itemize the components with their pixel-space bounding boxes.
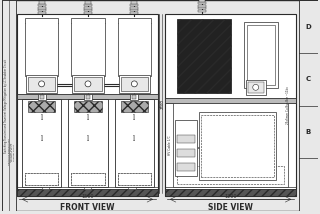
Bar <box>71 18 105 76</box>
Bar <box>177 166 284 184</box>
Bar <box>117 18 151 76</box>
Bar <box>198 5 206 7</box>
Bar <box>38 12 45 14</box>
Bar <box>177 163 195 171</box>
Bar <box>130 9 138 11</box>
Text: ←: ← <box>188 143 191 147</box>
Bar <box>42 184 50 189</box>
Bar <box>198 10 206 12</box>
Bar <box>117 173 151 184</box>
Text: 2500: 2500 <box>161 99 165 108</box>
Bar <box>246 80 266 95</box>
Bar <box>177 135 195 143</box>
Bar <box>25 173 58 184</box>
Bar <box>68 99 108 187</box>
Bar <box>72 75 104 93</box>
Bar <box>299 0 318 211</box>
Bar <box>130 4 138 6</box>
Bar <box>71 173 105 184</box>
Bar <box>26 75 57 93</box>
Text: l: l <box>133 114 135 122</box>
Bar <box>244 22 278 88</box>
Text: SIDE VIEW: SIDE VIEW <box>208 203 253 212</box>
Circle shape <box>39 81 44 87</box>
Bar <box>85 1 91 4</box>
Bar <box>74 101 102 113</box>
Bar <box>22 99 61 187</box>
Bar <box>175 120 196 176</box>
Bar <box>84 7 92 9</box>
Bar <box>84 94 92 100</box>
Text: 1500: 1500 <box>81 194 94 199</box>
Bar <box>165 98 296 103</box>
Bar <box>199 0 205 2</box>
Bar <box>17 14 158 196</box>
Bar <box>28 77 55 91</box>
Bar <box>130 7 138 9</box>
Bar <box>247 25 276 85</box>
Text: C: C <box>306 76 311 82</box>
Bar <box>39 1 44 4</box>
Bar <box>177 149 195 157</box>
Text: 25x5mm Cu Bus Bar ~11kv: 25x5mm Cu Bus Bar ~11kv <box>286 86 290 124</box>
Bar <box>165 189 296 196</box>
Bar <box>40 95 44 99</box>
Circle shape <box>253 84 259 90</box>
Text: l: l <box>87 135 89 143</box>
Bar <box>17 189 158 196</box>
Bar <box>121 101 148 113</box>
Text: Switching Transient and
Transient Voltage
Mitigation by LC
Snubber Circuit: Switching Transient and Transient Voltag… <box>9 139 15 165</box>
Text: l: l <box>41 135 43 143</box>
Text: 2500: 2500 <box>159 99 163 108</box>
Bar <box>132 95 136 99</box>
Bar <box>115 99 154 187</box>
Bar <box>121 77 148 91</box>
Bar <box>199 113 276 180</box>
Text: D: D <box>305 24 311 30</box>
Bar <box>177 19 231 93</box>
Bar <box>117 173 151 184</box>
Bar <box>2 0 16 211</box>
Bar <box>198 3 206 4</box>
Circle shape <box>132 81 137 87</box>
Bar <box>38 9 45 11</box>
Bar <box>84 184 92 189</box>
Bar <box>84 9 92 11</box>
Bar <box>248 82 264 93</box>
Text: l: l <box>41 114 43 122</box>
Text: l: l <box>87 114 89 122</box>
Bar <box>130 12 138 14</box>
Text: l: l <box>133 135 135 143</box>
Text: Switching Transient and Transient Voltage Mitigation by LC Snubber Circuit: Switching Transient and Transient Voltag… <box>4 58 8 153</box>
Circle shape <box>85 81 91 87</box>
Bar <box>165 14 296 196</box>
Bar <box>74 77 102 91</box>
Bar <box>84 12 92 14</box>
Bar <box>130 94 138 100</box>
Bar <box>17 94 158 99</box>
Bar <box>71 173 105 184</box>
Text: FRONT VIEW: FRONT VIEW <box>60 203 115 212</box>
Bar <box>25 173 58 184</box>
Bar <box>132 1 137 4</box>
Bar <box>202 115 275 177</box>
Bar <box>84 4 92 6</box>
Bar <box>38 4 45 6</box>
Bar <box>28 101 55 113</box>
Bar <box>198 7 206 9</box>
Bar <box>38 94 45 100</box>
Text: B: B <box>305 129 311 135</box>
Text: l: l <box>237 142 239 150</box>
Text: HV Cable 1/C: HV Cable 1/C <box>168 135 172 155</box>
Text: 1200: 1200 <box>224 194 237 199</box>
Bar <box>38 7 45 9</box>
Bar <box>173 103 288 187</box>
Bar <box>86 95 90 99</box>
Bar <box>118 75 150 93</box>
Bar <box>25 18 58 76</box>
Bar <box>128 184 136 189</box>
